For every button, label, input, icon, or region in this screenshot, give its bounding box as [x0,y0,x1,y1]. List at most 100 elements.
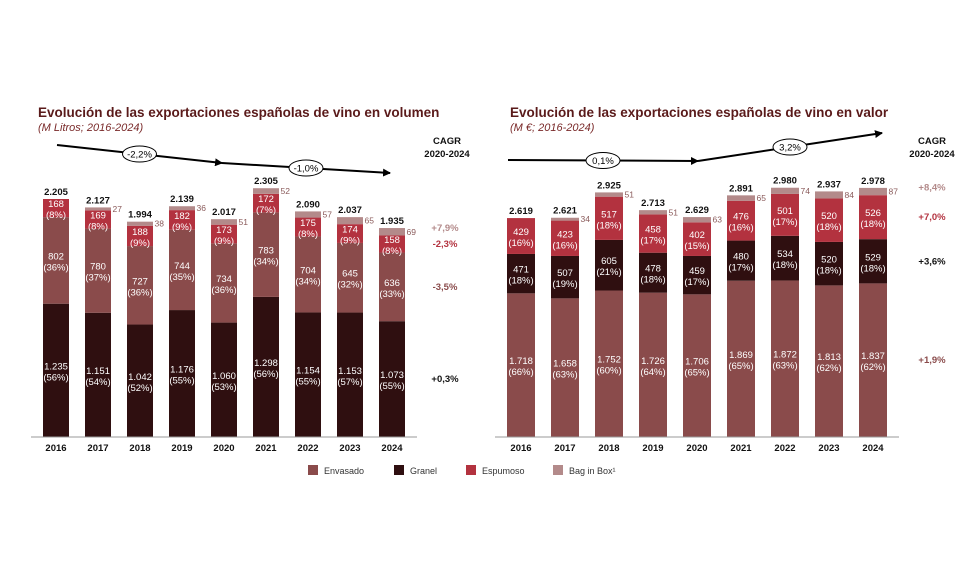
segment-value-label: 1.837 [861,351,885,362]
segment-pct-label: (18%) [640,275,665,286]
bar-segment-granel [551,255,579,299]
bar-segment-espumoso [295,217,321,237]
bar-total-label: 2.127 [86,195,110,206]
segment-value-label: 1.872 [773,350,797,361]
segment-value-label: 517 [601,209,617,220]
cagr-label: +7,0% [918,212,946,223]
segment-value-label: 501 [777,206,793,217]
segment-value-label: 734 [216,274,232,285]
segment-value-label: 520 [821,255,837,266]
segment-pct-label: (18%) [860,263,885,274]
bar-segment-baginbox [337,217,363,225]
bar-segment-espumoso [639,214,667,253]
segment-pct-label: (66%) [508,367,533,378]
x-tick-label: 2022 [774,443,795,454]
bib-label: 51 [625,190,635,200]
bar-segment-espumoso [169,210,195,230]
segment-pct-label: (17%) [728,263,753,274]
bar-segment-granel [43,303,69,437]
segment-value-label: 188 [132,227,148,238]
legend: Envasado Granel Espumoso Bag in Box¹ [308,465,616,476]
bar-segment-granel [85,312,111,437]
segment-value-label: 173 [216,225,232,236]
segment-pct-label: (57%) [337,377,362,388]
segment-value-label: 704 [300,265,316,276]
bar-segment-baginbox [379,228,405,236]
bar-segment-espumoso [127,225,153,247]
x-tick-label: 2023 [818,443,839,454]
segment-pct-label: (36%) [127,287,152,298]
cagr-label: -2,3% [433,239,458,250]
bar-segment-baginbox [127,221,153,226]
bar-segment-granel [379,321,405,437]
bar-segment-envasado [43,217,69,304]
segment-value-label: 534 [777,249,793,260]
bar-segment-envasado [507,293,535,437]
bib-label: 65 [757,193,767,203]
bar-segment-espumoso [379,235,405,253]
bar-segment-granel [771,235,799,281]
x-tick-label: 2022 [297,443,318,454]
bar-segment-granel [639,252,667,293]
trend-badge [288,159,324,177]
value-cagr-header: CAGR [918,136,946,147]
segment-pct-label: (18%) [596,220,621,231]
trend-label: 3,2% [779,143,801,154]
bar-segment-granel [507,253,535,294]
bar-segment-baginbox [727,195,755,201]
bar-total-label: 2.713 [641,198,665,209]
bar-segment-espumoso [337,224,363,243]
x-tick-label: 2017 [87,443,108,454]
x-tick-label: 2020 [213,443,234,454]
bib-label: 87 [889,187,899,197]
bar-segment-espumoso [683,222,711,256]
segment-value-label: 1.176 [170,365,194,376]
x-tick-label: 2024 [862,443,884,454]
segment-pct-label: (16%) [552,240,577,251]
bib-label: 52 [281,186,291,196]
bib-label: 65 [365,216,375,226]
segment-pct-label: (17%) [640,236,665,247]
bar-segment-granel [127,324,153,437]
bar-segment-envasado [169,229,195,311]
x-tick-label: 2020 [686,443,707,454]
segment-pct-label: (9%) [214,236,234,247]
segment-pct-label: (16%) [728,223,753,234]
segment-pct-label: (18%) [860,219,885,230]
cagr-label: -3,5% [433,282,458,293]
trend-label: -1,0% [294,164,319,175]
bar-segment-granel [337,312,363,437]
segment-value-label: 783 [258,246,274,257]
segment-pct-label: (63%) [552,370,577,381]
bar-segment-granel [859,239,887,284]
segment-value-label: 526 [865,208,881,219]
segment-pct-label: (62%) [860,362,885,373]
segment-value-label: 1.752 [597,355,621,366]
segment-value-label: 1.151 [86,366,110,377]
bib-label: 51 [239,217,249,227]
segment-value-label: 1.153 [338,366,362,377]
volume-chart-title: Evolución de las exportaciones españolas… [38,105,439,120]
bar-segment-espumoso [771,193,799,236]
x-tick-label: 2021 [730,443,752,454]
segment-value-label: 507 [557,268,573,279]
segment-value-label: 458 [645,225,661,236]
segment-value-label: 1.658 [553,359,577,370]
segment-value-label: 1.718 [509,356,533,367]
bib-label: 69 [407,227,417,237]
segment-value-label: 1.235 [44,361,68,372]
bib-label: 34 [581,214,591,224]
bar-total-label: 2.978 [861,176,885,187]
segment-pct-label: (55%) [379,381,404,392]
bar-total-label: 1.994 [128,210,152,221]
bar-segment-envasado [85,228,111,313]
segment-value-label: 520 [821,211,837,222]
legend-label: Bag in Box¹ [569,466,616,476]
segment-value-label: 727 [132,276,148,287]
segment-pct-label: (54%) [85,377,110,388]
bar-segment-baginbox [169,206,195,211]
segment-value-label: 423 [557,229,573,240]
bar-segment-granel [727,240,755,281]
segment-pct-label: (33%) [379,289,404,300]
